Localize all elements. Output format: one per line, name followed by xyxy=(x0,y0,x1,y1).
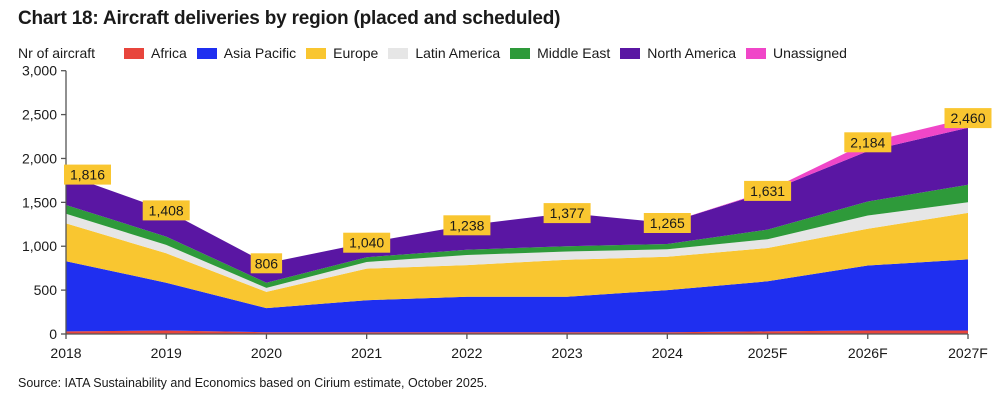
legend-item-latin-america: Latin America xyxy=(388,45,500,61)
legend-swatch xyxy=(196,47,217,59)
data-label-text: 1,265 xyxy=(650,215,685,231)
y-tick-label: 1,500 xyxy=(22,194,57,210)
x-tick-label: 2022 xyxy=(451,345,482,361)
data-label-box xyxy=(543,203,591,224)
data-label-box xyxy=(250,253,283,274)
data-label: 2,184 xyxy=(844,132,892,153)
area-africa xyxy=(66,330,968,334)
legend-swatch xyxy=(306,47,327,59)
y-tick-label: 2,500 xyxy=(22,107,57,123)
legend-item-africa: Africa xyxy=(124,45,187,61)
data-label-text: 1,040 xyxy=(349,235,384,251)
legend-swatch xyxy=(746,47,766,59)
data-label-box xyxy=(844,132,892,153)
data-label: 1,377 xyxy=(543,203,591,224)
legend-label: Latin America xyxy=(415,45,501,61)
data-label-text: 1,238 xyxy=(449,217,484,233)
legend-swatch xyxy=(510,47,531,59)
y-tick-label: 0 xyxy=(49,326,57,342)
legend-item-europe: Europe xyxy=(306,45,378,61)
data-label-box xyxy=(142,200,190,221)
data-label: 1,238 xyxy=(443,215,491,236)
data-label-text: 1,377 xyxy=(550,205,585,221)
data-label-box xyxy=(944,108,992,129)
x-tick-label: 2026F xyxy=(848,345,888,361)
x-tick-label: 2020 xyxy=(251,345,282,361)
legend-label: Unassigned xyxy=(773,45,847,61)
data-label-box xyxy=(744,180,792,201)
data-label-box xyxy=(643,213,691,233)
x-tick-label: 2021 xyxy=(351,345,382,361)
data-label: 1,408 xyxy=(142,200,190,221)
source-note: Source: IATA Sustainability and Economic… xyxy=(18,376,488,390)
y-tick-label: 2,000 xyxy=(22,150,57,166)
data-label: 1,816 xyxy=(64,164,111,185)
data-label-box xyxy=(443,215,491,236)
legend-swatch xyxy=(620,47,641,59)
y-tick-label: 3,000 xyxy=(22,63,57,79)
legend-label: Europe xyxy=(333,45,379,61)
data-label-box xyxy=(64,164,111,185)
x-tick-label: 2025F xyxy=(748,345,788,361)
legend-item-unassigned: Unassigned xyxy=(746,45,847,61)
area-north-america xyxy=(66,127,968,283)
legend-item-north-america: North America xyxy=(620,45,736,61)
y-tick-label: 1,000 xyxy=(22,238,57,254)
x-tick-label: 2024 xyxy=(652,345,683,361)
data-label: 806 xyxy=(250,253,283,274)
data-label-box xyxy=(343,232,391,253)
x-tick-label: 2023 xyxy=(552,345,583,361)
legend-label: Africa xyxy=(151,45,187,61)
legend-swatch xyxy=(124,47,144,59)
data-label-text: 1,816 xyxy=(70,167,105,183)
data-label-text: 806 xyxy=(255,255,279,271)
legend: Africa Asia Pacific Europe Latin America Mid… xyxy=(124,45,857,61)
legend-label: North America xyxy=(647,45,736,61)
x-tick-label: 2018 xyxy=(50,345,81,361)
data-label-text: 2,460 xyxy=(950,110,985,126)
data-label: 2,460 xyxy=(944,108,992,129)
area-europe xyxy=(66,212,968,309)
legend-label: Asia Pacific xyxy=(223,45,297,61)
legend-item-middle-east: Middle East xyxy=(510,45,610,61)
legend-item-asia-pacific: Asia Pacific xyxy=(196,45,297,61)
chart-title: Chart 18: Aircraft deliveries by region … xyxy=(18,8,561,29)
legend-swatch xyxy=(388,47,409,59)
data-label: 1,040 xyxy=(343,232,391,253)
legend-label: Middle East xyxy=(537,45,611,61)
data-label-text: 2,184 xyxy=(850,134,885,150)
y-axis-label: Nr of aircraft xyxy=(18,45,96,61)
area-layers xyxy=(66,118,968,334)
data-label: 1,631 xyxy=(744,180,792,201)
data-label: 1,265 xyxy=(643,213,691,233)
area-asia-pacific xyxy=(66,259,968,333)
x-tick-label: 2019 xyxy=(151,345,182,361)
y-tick-label: 500 xyxy=(34,282,58,298)
data-label-text: 1,408 xyxy=(149,202,184,218)
x-tick-label: 2027F xyxy=(948,345,988,361)
data-label-text: 1,631 xyxy=(750,183,785,199)
